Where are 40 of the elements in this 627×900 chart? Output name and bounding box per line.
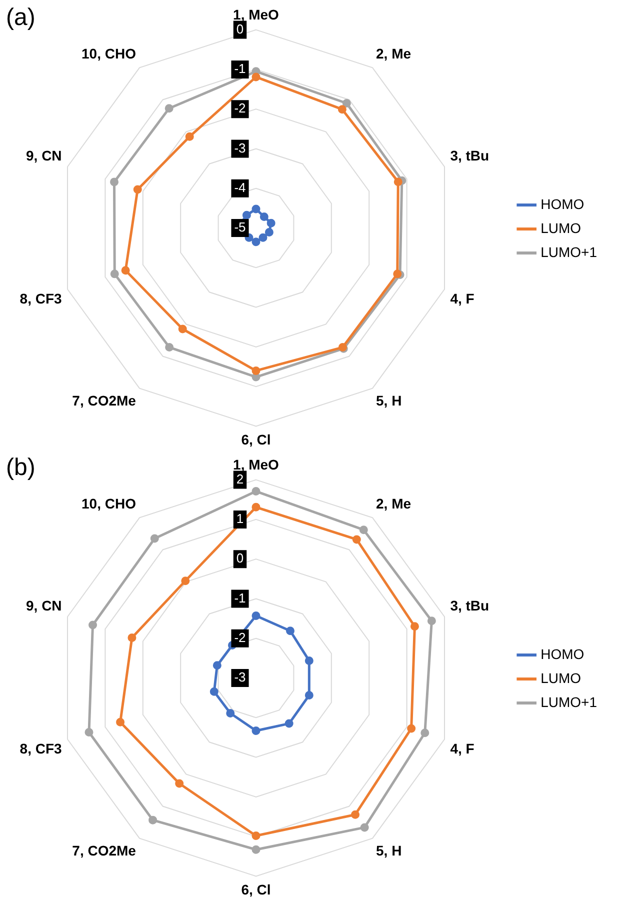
spoke-label: 1, MeO [233,6,280,22]
spoke-label: 3, tBu [450,597,490,614]
spoke-label: 6, Cl [241,431,271,448]
legend-label: HOMO [540,646,584,662]
spoke-label: 3, tBu [450,147,490,164]
y-tick-label: -3 [234,670,246,685]
y-tick-label: -2 [234,100,246,116]
spoke-label: 2, Me [376,495,412,512]
spoke-label: 5, H [376,842,402,858]
text: (b) [6,454,36,482]
legend-label: LUMO [540,670,582,686]
legend-label: LUMO+1 [540,694,598,710]
legend-label: LUMO+1 [540,244,598,260]
spoke-label: 10, CHO [82,45,136,62]
y-tick-label: -3 [234,140,246,156]
spoke-label: 8, CF3 [20,290,62,306]
text: (a) [6,4,36,32]
spoke-label: 6, Cl [241,881,271,898]
y-tick-label: -4 [234,180,246,195]
legend-label: HOMO [540,196,584,212]
spoke-label: 4, F [450,290,475,306]
y-tick-label: -2 [234,630,246,645]
spoke-label: 1, MeO [233,456,280,472]
spoke-label: 8, CF3 [20,740,62,756]
y-tick-label: 2 [236,471,244,486]
spoke-label: 2, Me [376,45,412,62]
y-tick-label: -1 [234,61,246,76]
legend-label: LUMO [540,220,582,236]
y-tick-label: 0 [236,21,244,36]
y-tick-label: 1 [236,511,244,526]
spoke-label: 7, CO2Me [72,842,136,858]
spoke-label: 4, F [450,740,475,756]
y-tick-label: 0 [236,550,244,566]
spoke-label: 5, H [376,392,402,408]
y-tick-label: -5 [234,220,246,235]
spoke-label: 9, CN [26,147,62,164]
y-tick-label: -1 [234,590,246,606]
spoke-label: 10, CHO [82,495,136,512]
spoke-label: 9, CN [26,597,62,614]
spoke-label: 7, CO2Me [72,392,136,408]
